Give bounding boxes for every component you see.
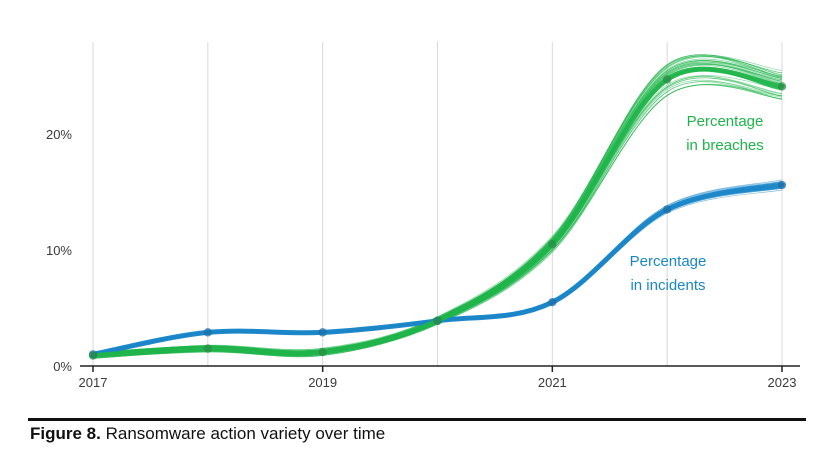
figure-label: Figure 8. [30, 424, 101, 443]
annotation-incidents: Percentage in incidents [630, 253, 707, 294]
point-incidents-2021 [548, 298, 557, 307]
annotation-breaches: Percentage in breaches [686, 113, 764, 154]
axes [80, 365, 800, 372]
x-tick-label-2021: 2021 [538, 375, 567, 390]
line-chart: 2017 2019 2021 2023 0% 10% 20% Percentage in i… [46, 42, 800, 390]
point-breaches-2017 [88, 351, 98, 360]
annotation-breaches-line-1: Percentage [687, 113, 764, 130]
point-breaches-2020 [433, 316, 442, 325]
series-points [88, 75, 787, 360]
annotation-incidents-line-1: Percentage [630, 253, 707, 270]
y-tick-label-20: 20% [46, 127, 72, 142]
y-tick-label-0: 0% [53, 359, 72, 374]
annotation-breaches-line-2: in breaches [686, 137, 764, 154]
point-breaches-2019 [318, 347, 327, 357]
y-tick-label-10: 10% [46, 243, 72, 258]
point-incidents-2018 [203, 328, 213, 337]
figure-caption: Figure 8. Ransomware action variety over… [30, 424, 385, 444]
series-annotations: Percentage in incidents Percentage in breac… [630, 113, 764, 294]
point-breaches-2022 [662, 75, 672, 84]
point-incidents-2019 [318, 328, 327, 337]
figure-caption-text: Ransomware action variety over time [100, 424, 386, 443]
annotation-incidents-line-2: in incidents [630, 277, 705, 294]
y-tick-labels: 0% 10% 20% [46, 127, 72, 374]
x-tick-label-2017: 2017 [79, 375, 108, 390]
caption-rule [28, 418, 806, 421]
point-breaches-2021 [548, 240, 557, 249]
point-breaches-2018 [203, 344, 213, 353]
x-tick-label-2023: 2023 [768, 375, 797, 390]
point-breaches-2023 [777, 82, 787, 91]
point-incidents-2022 [662, 205, 672, 214]
point-incidents-2023 [777, 180, 787, 190]
x-tick-labels: 2017 2019 2021 2023 [79, 375, 797, 390]
x-tick-label-2019: 2019 [308, 375, 337, 390]
